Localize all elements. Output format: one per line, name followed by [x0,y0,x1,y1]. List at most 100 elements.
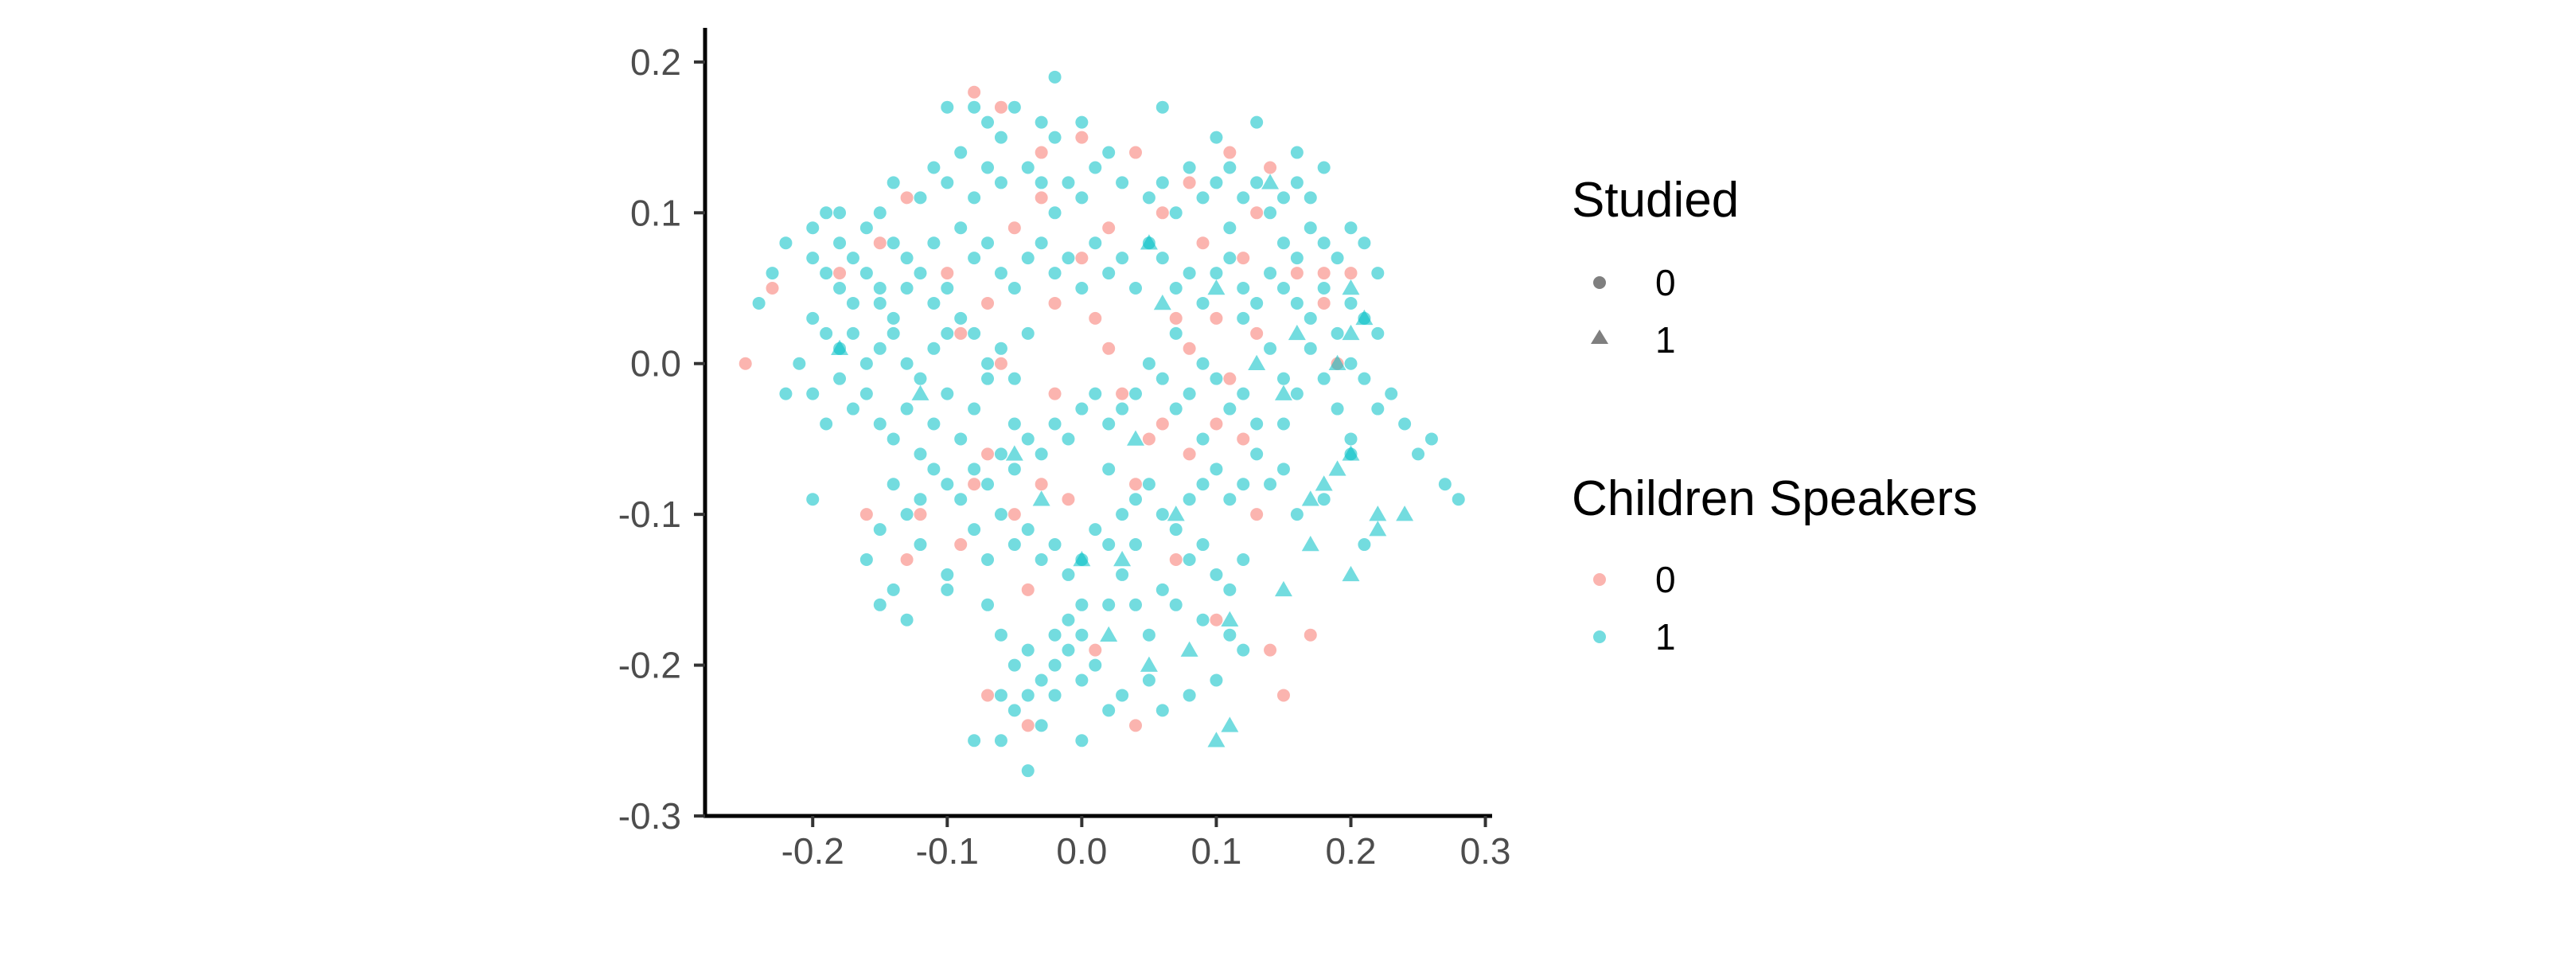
data-point [1290,296,1304,310]
data-point [1210,568,1223,581]
data-point [833,372,847,385]
data-point [941,267,954,280]
data-point [1048,628,1062,642]
data-point [1371,326,1385,340]
legend-studied: Studied 0 1 [1572,173,1739,361]
y-tick-label: -0.2 [618,645,681,686]
data-point [820,326,833,340]
data-point [1169,282,1183,295]
data-point [1089,311,1102,325]
series-group [752,70,1465,778]
data-point [968,402,981,416]
data-point [1102,463,1116,476]
data-point-triangle [1342,324,1360,341]
series-group [831,174,1414,747]
data-point [1196,432,1210,446]
data-point [981,552,995,566]
data-point [1062,252,1075,265]
data-point-triangle [1153,294,1171,310]
x-tick-label: 0.0 [1056,830,1107,872]
data-point [1048,267,1062,280]
data-point [1048,417,1062,431]
data-point [846,252,859,265]
data-point [1276,191,1290,205]
data-point [1116,402,1129,416]
data-point [1102,146,1116,159]
data-point [1210,372,1223,385]
data-point [1155,417,1169,431]
data-point [968,734,981,747]
data-point [1304,221,1317,235]
data-point [1317,296,1331,310]
data-point-triangle [1032,490,1050,506]
data-point [887,583,900,596]
data-point [927,236,941,250]
data-point [1128,387,1142,400]
data-point [1237,311,1250,325]
data-point [833,206,847,220]
data-point [1048,538,1062,552]
data-point-triangle [1100,626,1118,642]
data-point [1048,689,1062,702]
data-point [1089,387,1102,400]
data-point [1223,583,1237,596]
data-point [900,191,914,205]
data-point [887,236,900,250]
data-point [1250,176,1264,189]
data-point-triangle [1369,505,1387,521]
data-point [1102,538,1116,552]
y-tick-label: 0.1 [630,192,681,233]
data-point [887,176,900,189]
data-point [968,85,981,99]
data-point-triangle [1288,324,1306,341]
legend-key-children-1-circle-icon [1593,630,1606,643]
data-point [1021,252,1035,265]
data-point [1155,176,1169,189]
data-point [1210,131,1223,144]
data-point [1317,282,1331,295]
data-point-triangle [1342,279,1360,295]
data-point [954,432,968,446]
data-point [1398,417,1412,431]
data-point [859,387,873,400]
data-point [1155,704,1169,717]
data-point [954,538,968,552]
data-point [941,326,954,340]
data-point [1142,478,1155,491]
data-point [981,115,995,129]
data-point [1116,689,1129,702]
data-point-triangle [1301,536,1319,552]
data-point [1035,673,1048,687]
data-point [1048,206,1062,220]
data-point [1237,387,1250,400]
data-point [927,463,941,476]
data-point [1048,387,1062,400]
data-point-triangle [1207,279,1226,295]
data-point [1344,221,1358,235]
data-point [873,342,887,355]
data-point [1317,161,1331,174]
data-point [1250,206,1264,220]
data-point [1331,252,1344,265]
data-point [994,734,1007,747]
data-point [1290,252,1304,265]
data-point [1007,538,1021,552]
data-point [1223,628,1237,642]
data-point [1007,508,1021,521]
data-point [1317,236,1331,250]
data-point [941,282,954,295]
data-point [1102,221,1116,235]
data-point [1210,613,1223,626]
data-point [1344,432,1358,446]
data-point [1344,357,1358,370]
data-point [968,463,981,476]
data-point [994,131,1007,144]
data-point [859,552,873,566]
data-point [846,402,859,416]
data-point [1102,267,1116,280]
data-point [1128,598,1142,611]
data-point [833,282,847,295]
data-point [927,296,941,310]
data-point-triangle [831,339,849,356]
data-point [1237,432,1250,446]
